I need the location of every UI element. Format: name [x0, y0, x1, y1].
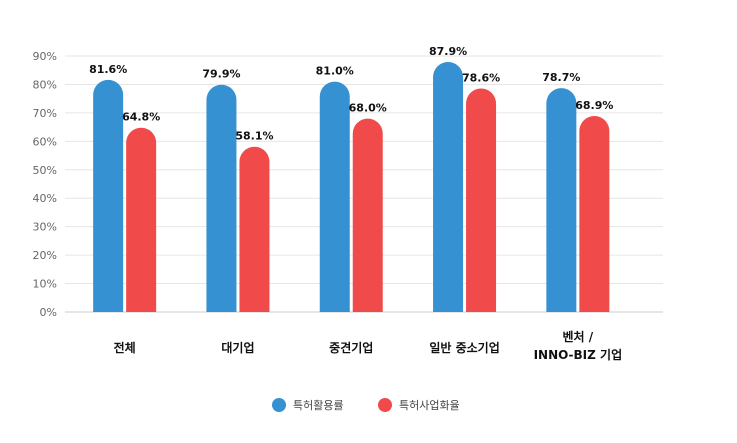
category-label: 일반 중소기업 [429, 340, 499, 355]
legend-swatch [272, 398, 286, 412]
data-label: 78.6% [462, 71, 500, 84]
bars [93, 61, 610, 313]
category-label: 전체 [114, 340, 136, 355]
bar-utilization [433, 61, 464, 312]
y-tick-label: 70% [33, 107, 57, 120]
legend-label: 특허활용률 [293, 398, 344, 412]
bar-utilization [546, 88, 577, 312]
data-label: 81.6% [89, 63, 127, 76]
bar-commercialization [126, 127, 157, 313]
data-label: 64.8% [122, 111, 160, 124]
data-label: 79.9% [202, 68, 240, 81]
y-tick-label: 30% [33, 221, 57, 234]
bar-commercialization [579, 116, 610, 312]
y-axis: 0% 10% 20% 30% 40% 50% 60% 70% 80% 90% [33, 50, 57, 319]
legend-label: 특허사업화율 [399, 399, 460, 412]
legend: 특허활용률 특허사업화율 [272, 398, 460, 412]
y-tick-label: 60% [33, 135, 57, 148]
data-label: 58.1% [235, 130, 273, 143]
y-tick-label: 50% [33, 164, 57, 177]
category-label: 벤처 / [563, 329, 594, 344]
y-tick-label: 80% [33, 78, 57, 91]
data-label: 87.9% [429, 45, 467, 58]
bar-utilization [206, 84, 237, 312]
x-axis: 전체 대기업 중견기업 일반 중소기업 벤처 / INNO-BIZ 기업 [114, 329, 623, 362]
bar-commercialization [239, 146, 270, 312]
bar-commercialization [466, 88, 497, 312]
y-tick-label: 0% [40, 306, 57, 319]
category-label: 중견기업 [329, 340, 373, 355]
bar-utilization [319, 81, 350, 312]
data-label: 68.9% [575, 99, 613, 112]
legend-swatch [378, 398, 392, 412]
category-label: INNO-BIZ 기업 [534, 347, 623, 362]
bar-utilization [93, 79, 124, 312]
data-labels: 81.6% 64.8% 79.9% 58.1% 81.0% 68.0% 87.9% 78.6%… [89, 45, 613, 143]
data-label: 68.0% [349, 102, 387, 115]
data-label: 81.0% [316, 65, 354, 78]
y-tick-label: 40% [33, 192, 57, 205]
category-label: 대기업 [221, 340, 254, 355]
bar-commercialization [352, 118, 383, 312]
y-tick-label: 90% [33, 50, 57, 63]
y-tick-label: 10% [33, 278, 57, 291]
data-label: 78.7% [542, 71, 580, 84]
y-tick-label: 20% [33, 249, 57, 262]
